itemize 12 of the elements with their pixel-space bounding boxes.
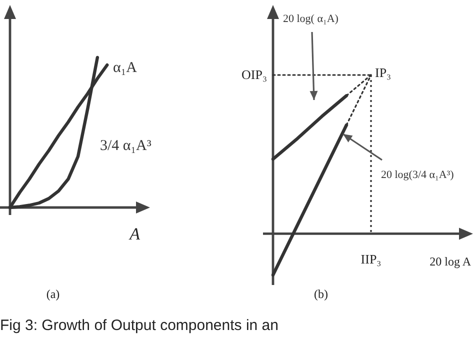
text: 20 log(3/4 α₁A³) bbox=[381, 169, 454, 181]
series-label: 3/4 α₁A³ bbox=[100, 138, 152, 154]
x-axis-title: 20 log A bbox=[430, 254, 472, 269]
annotation: OIP₃ bbox=[242, 67, 267, 82]
annotation: IIP₃ bbox=[360, 252, 382, 267]
text: (b) bbox=[314, 287, 328, 301]
caption: Fig 3: Growth of Output components in an bbox=[0, 317, 278, 334]
text: (a) bbox=[46, 287, 60, 301]
annotation: IP₃ bbox=[375, 65, 392, 80]
series-label: α₁A bbox=[113, 60, 138, 76]
x-axis-title: A bbox=[128, 224, 141, 244]
text: 20 log( α₁A) bbox=[283, 13, 339, 25]
